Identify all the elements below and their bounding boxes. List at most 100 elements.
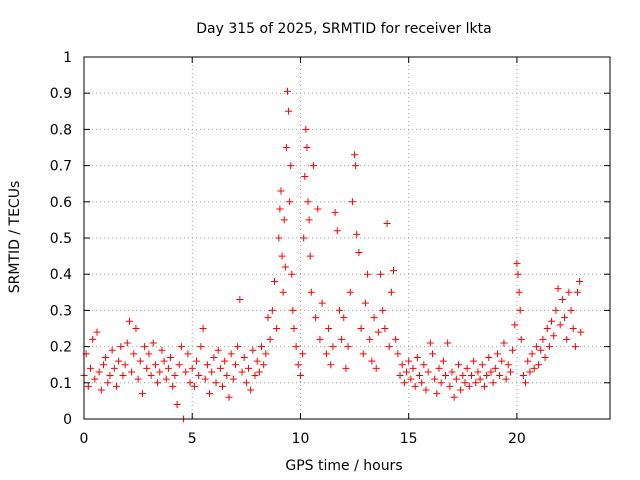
- data-point: [329, 343, 337, 351]
- x-tick-label: 0: [80, 431, 89, 447]
- data-point: [524, 357, 532, 365]
- data-point: [516, 306, 524, 314]
- data-point: [461, 379, 469, 387]
- data-point: [537, 346, 545, 354]
- data-point: [405, 357, 413, 365]
- data-point: [97, 386, 105, 394]
- data-point: [316, 335, 324, 343]
- data-point: [212, 379, 220, 387]
- data-point: [182, 368, 190, 376]
- data-point: [93, 328, 101, 336]
- data-point: [281, 263, 289, 271]
- data-point: [554, 285, 562, 293]
- data-point: [338, 335, 346, 343]
- data-point: [234, 343, 242, 351]
- data-point: [359, 350, 367, 358]
- data-point: [307, 288, 315, 296]
- data-point: [513, 259, 521, 267]
- data-point: [355, 248, 363, 256]
- data-point: [543, 325, 551, 332]
- data-point: [123, 339, 131, 347]
- grid-lines: [84, 57, 610, 419]
- data-point: [104, 379, 112, 387]
- data-point: [548, 317, 556, 325]
- data-point: [145, 350, 153, 358]
- data-point: [552, 306, 560, 314]
- data-point: [318, 299, 326, 307]
- data-point: [532, 343, 540, 351]
- data-point: [372, 364, 380, 372]
- data-point: [195, 372, 203, 380]
- data-point: [287, 162, 295, 170]
- data-point: [403, 368, 411, 376]
- data-point: [193, 357, 201, 365]
- data-point: [441, 372, 449, 380]
- data-point: [381, 325, 389, 332]
- data-point: [385, 343, 393, 351]
- data-point: [288, 270, 296, 278]
- data-point: [448, 368, 456, 376]
- data-point: [368, 357, 376, 365]
- data-point: [112, 382, 120, 390]
- data-point: [245, 364, 253, 372]
- data-point: [306, 252, 314, 260]
- data-point: [154, 379, 162, 387]
- data-point: [286, 198, 294, 206]
- data-point: [433, 390, 441, 398]
- data-point: [435, 364, 443, 372]
- data-point: [478, 361, 486, 369]
- data-point: [251, 372, 259, 380]
- x-tick-label: 10: [292, 431, 310, 447]
- data-point: [561, 314, 569, 322]
- data-point: [409, 364, 417, 372]
- data-point: [266, 335, 274, 343]
- data-point: [276, 205, 284, 213]
- data-point: [351, 151, 359, 159]
- data-point: [370, 314, 378, 322]
- axis-ticks: 00.10.20.30.40.50.60.70.80.910 5 10 15 20: [50, 50, 610, 447]
- data-point: [262, 350, 270, 358]
- data-point: [314, 205, 322, 213]
- data-point: [390, 267, 398, 275]
- data-point: [99, 361, 107, 369]
- y-tick-label: 0.4: [50, 267, 72, 283]
- data-point: [353, 230, 361, 238]
- data-point: [309, 162, 317, 170]
- data-point: [374, 328, 382, 336]
- data-point: [344, 343, 352, 351]
- data-point: [452, 375, 460, 383]
- data-point: [130, 350, 138, 358]
- data-point: [125, 317, 133, 325]
- data-point: [576, 277, 584, 285]
- data-point: [282, 144, 290, 151]
- data-point: [283, 87, 291, 95]
- data-point: [340, 314, 348, 322]
- x-tick-label: 5: [188, 431, 197, 447]
- data-point: [567, 306, 575, 314]
- data-point: [346, 288, 354, 296]
- data-point: [348, 198, 356, 206]
- data-point: [420, 361, 428, 369]
- plot-frame: [83, 56, 611, 420]
- data-point: [506, 368, 514, 376]
- data-point: [387, 288, 395, 296]
- data-point: [229, 375, 237, 383]
- data-point: [260, 361, 268, 369]
- data-point: [268, 306, 276, 314]
- data-point: [175, 361, 183, 369]
- x-tick-label: 15: [400, 431, 418, 447]
- data-point: [208, 368, 216, 376]
- data-point: [238, 368, 246, 376]
- data-point: [197, 343, 205, 351]
- data-point: [171, 372, 179, 380]
- data-point: [509, 346, 517, 354]
- data-point: [240, 353, 248, 361]
- data-point: [278, 252, 286, 260]
- data-point: [264, 314, 272, 322]
- data-point: [147, 372, 155, 380]
- data-point: [86, 364, 94, 372]
- data-point: [411, 382, 419, 390]
- data-point: [574, 288, 582, 296]
- data-point: [156, 368, 164, 376]
